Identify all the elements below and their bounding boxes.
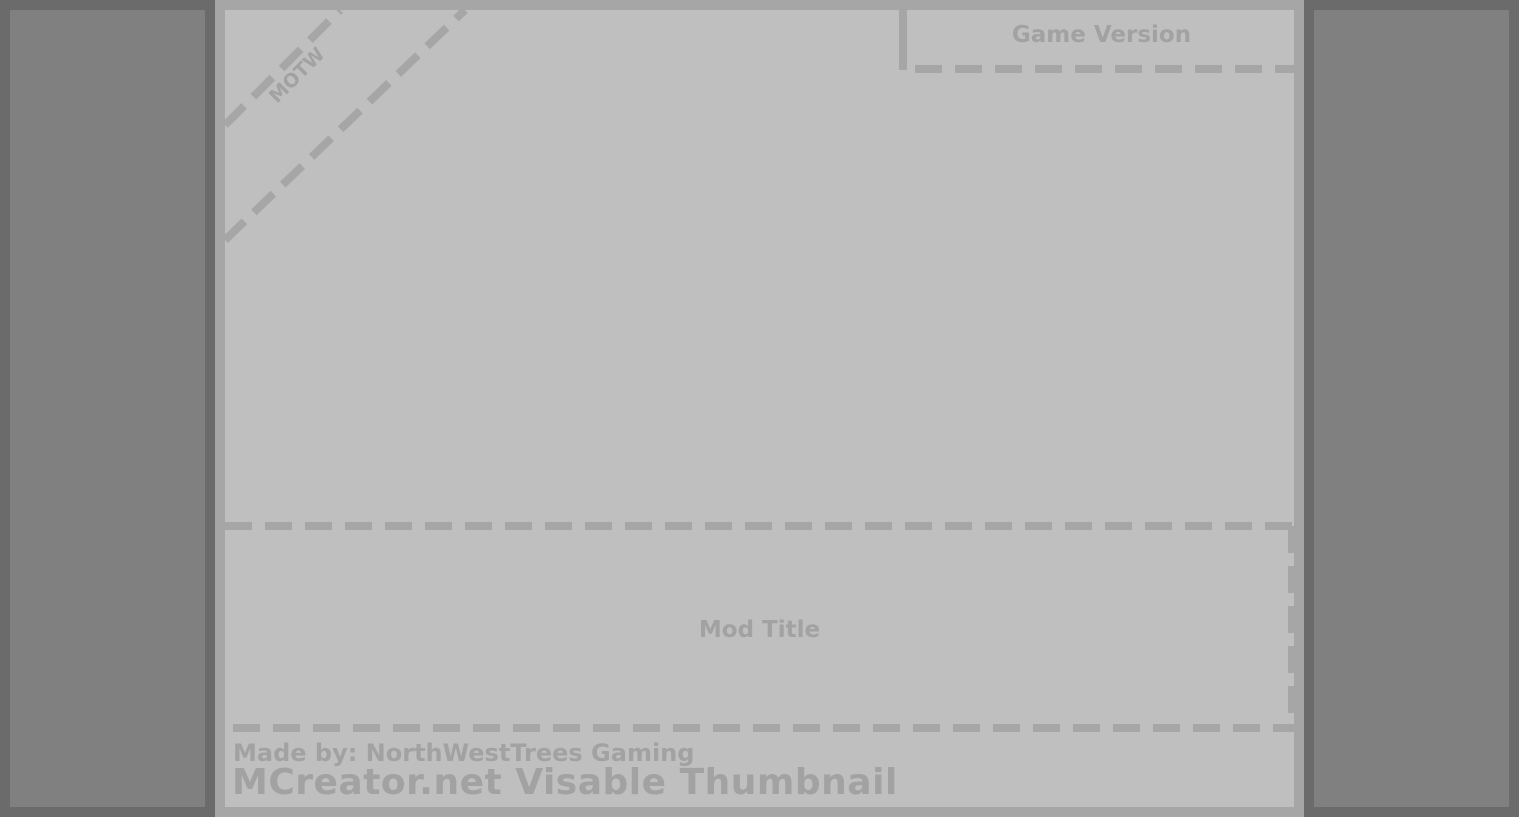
thumbnail-canvas: Game Version MOTW Mod Title Made by: Nor… [225, 10, 1294, 807]
game-version-label: Game Version [1011, 22, 1192, 48]
mod-title-label: Mod Title [698, 617, 821, 643]
made-by-label: Made by: NorthWestTrees Gaming [233, 739, 695, 767]
left-side-panel-inner [10, 10, 205, 807]
guide-lines [225, 10, 1294, 732]
motw-banner-inner-edge [225, 10, 343, 128]
right-side-panel [1304, 0, 1519, 817]
thumbnail-title: MCreator.net Visable Thumbnail [232, 762, 898, 803]
motw-banner-outer-edge [225, 10, 468, 243]
left-side-panel [0, 0, 215, 817]
right-side-panel-inner [1314, 10, 1509, 807]
